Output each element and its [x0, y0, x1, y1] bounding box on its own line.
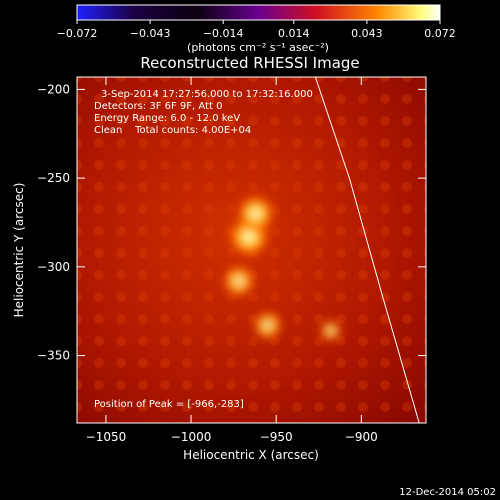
colorbar-labels: −0.072 −0.043 −0.014 0.014 0.043 0.072: [57, 27, 456, 40]
x-tick-label: −900: [345, 430, 378, 444]
colorbar-tick-label: −0.043: [130, 27, 171, 40]
image-area: [77, 77, 426, 423]
colorbar-units: (photons cm⁻² s⁻¹ asec⁻²): [187, 41, 329, 54]
peak-position: Position of Peak = [-966,-283]: [94, 399, 244, 410]
colorbar: [76, 4, 441, 21]
solar-limb: [314, 77, 420, 423]
info-time-range: 3-Sep-2014 17:27:56.000 to 17:32:16.000: [101, 89, 313, 100]
info-energy-range: Energy Range: 6.0 - 12.0 keV: [94, 113, 240, 124]
chart-title: Reconstructed RHESSI Image: [140, 54, 359, 72]
x-ticks: −1050 −1000 −950 −900: [86, 77, 378, 444]
colorbar-tick-label: 0.014: [278, 27, 310, 40]
plot-frame: [76, 76, 427, 424]
emission-sources: [220, 193, 344, 344]
colorbar-tick-label: −0.014: [203, 27, 244, 40]
emission-source: [251, 309, 285, 342]
x-axis-label: Heliocentric X (arcsec): [183, 448, 319, 462]
info-detectors: Detectors: 3F 6F 9F, Att 0: [94, 101, 222, 112]
y-tick-label: −250: [37, 171, 70, 185]
colorbar-tick-label: 0.043: [351, 27, 383, 40]
y-axis-label: Heliocentric Y (arcsec): [12, 183, 26, 318]
y-tick-label: −300: [37, 260, 70, 274]
colorbar-tick-label: 0.072: [424, 27, 456, 40]
y-tick-label: −350: [37, 349, 70, 363]
x-tick-label: −1050: [86, 430, 127, 444]
colorbar-tick-label: −0.072: [57, 27, 98, 40]
y-ticks: −200 −250 −300 −350: [37, 82, 426, 363]
y-tick-label: −200: [37, 82, 70, 96]
x-tick-label: −950: [260, 430, 293, 444]
footer-date: 12-Dec-2014 05:02: [399, 487, 496, 498]
x-tick-label: −1000: [171, 430, 212, 444]
colorbar-ticks: [76, 20, 441, 24]
emission-source: [235, 193, 277, 235]
emission-source: [220, 263, 257, 299]
emission-source: [317, 317, 344, 344]
info-clean-counts: Clean Total counts: 4.00E+04: [94, 125, 251, 136]
